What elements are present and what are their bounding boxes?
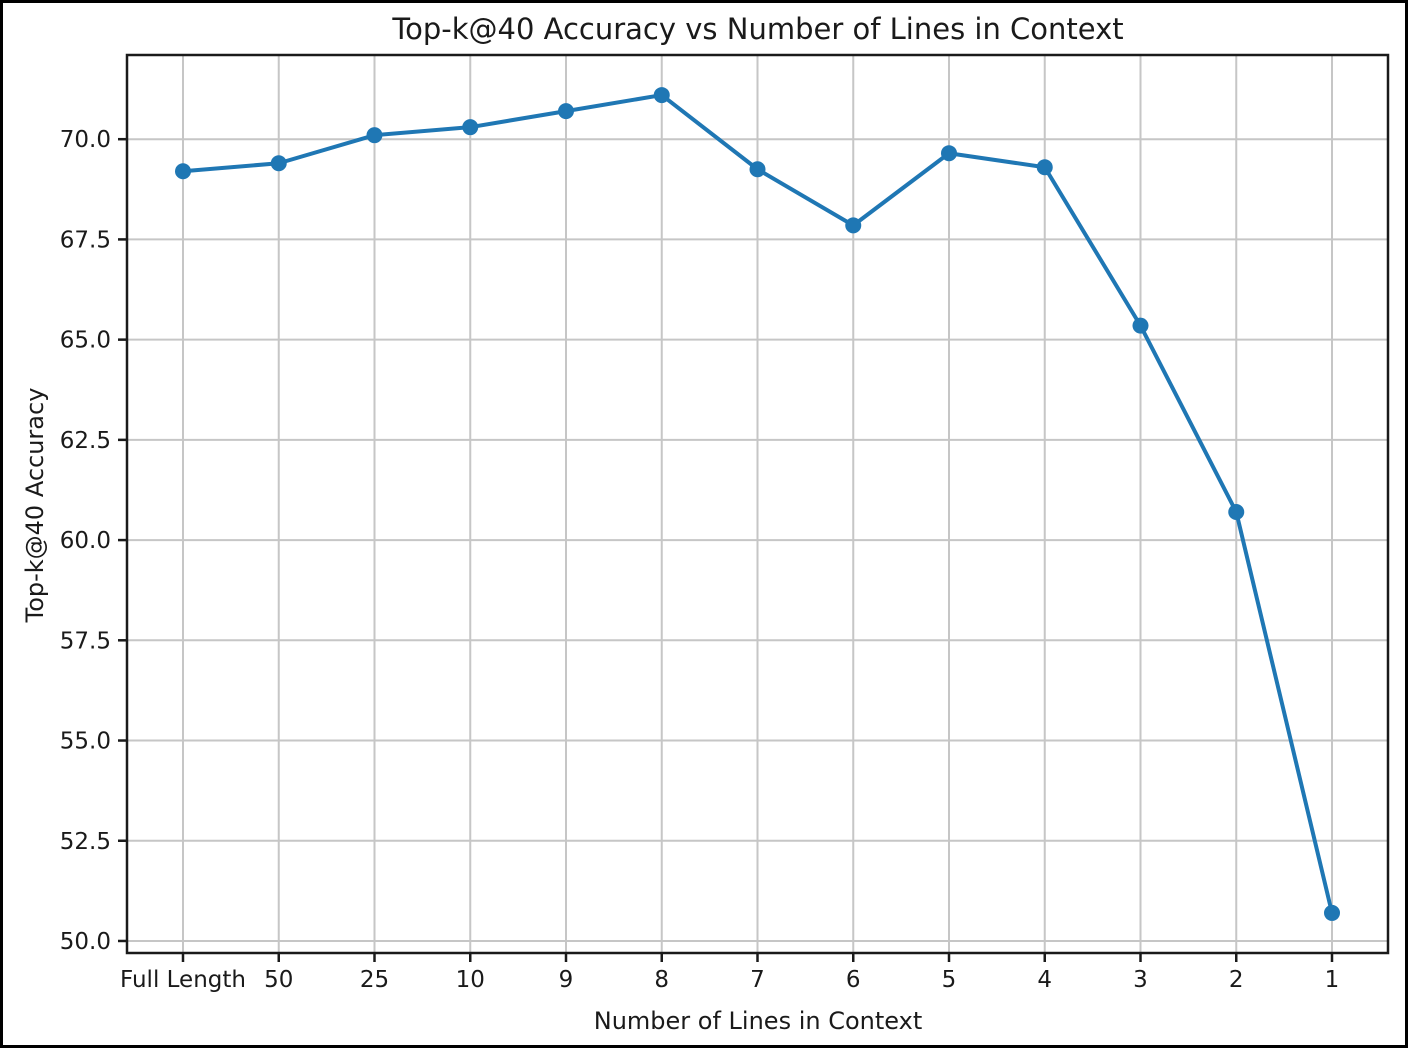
y-tick-label: 67.5 [60,227,111,253]
y-tick-label: 70.0 [60,127,111,153]
data-point [845,217,862,234]
chart-title: Top-k@40 Accuracy vs Number of Lines in … [391,12,1123,46]
data-point [1228,504,1245,521]
x-tick-label: 25 [360,967,389,993]
y-tick-label: 52.5 [60,829,111,855]
y-axis-label: Top-k@40 Accuracy [21,388,49,624]
y-tick-label: 50.0 [60,929,111,955]
data-point [653,87,670,104]
x-tick-label: 5 [942,967,957,993]
y-tick-label: 65.0 [60,328,111,354]
y-tick-label: 55.0 [60,729,111,755]
data-point [1132,317,1149,334]
x-tick-label: 6 [846,967,861,993]
data-point [366,127,383,144]
data-point [749,161,766,178]
x-tick-label: 9 [559,967,574,993]
y-tick-label: 60.0 [60,528,111,554]
data-point [1324,904,1340,921]
x-tick-label: 4 [1037,967,1052,993]
x-tick-label: 50 [264,967,293,993]
x-tick-label: 2 [1229,967,1244,993]
data-point [462,119,479,136]
data-point [941,145,957,162]
data-point [175,163,191,180]
plot-svg: Full Length 50 25 10 9 8 7 6 5 4 3 2 1 50.0 52.5 55.0 57… [21,12,1390,1035]
x-tick-label: 3 [1133,967,1148,993]
data-point [558,103,574,120]
x-tick-label: 8 [654,967,669,993]
data-point [1036,159,1053,176]
x-tick-label: 7 [750,967,765,993]
y-tick-label: 62.5 [60,428,111,454]
plot-dynamic-layer: Full Length 50 25 10 9 8 7 6 5 4 3 2 1 50.0 52.5 55.0 57… [60,53,1390,993]
x-tick-label: 1 [1325,967,1340,993]
data-point [270,155,287,172]
x-tick-label: Full Length [120,967,246,993]
y-tick-label: 57.5 [60,628,111,654]
x-axis-label: Number of Lines in Context [594,1007,922,1035]
x-tick-label: 10 [456,967,485,993]
